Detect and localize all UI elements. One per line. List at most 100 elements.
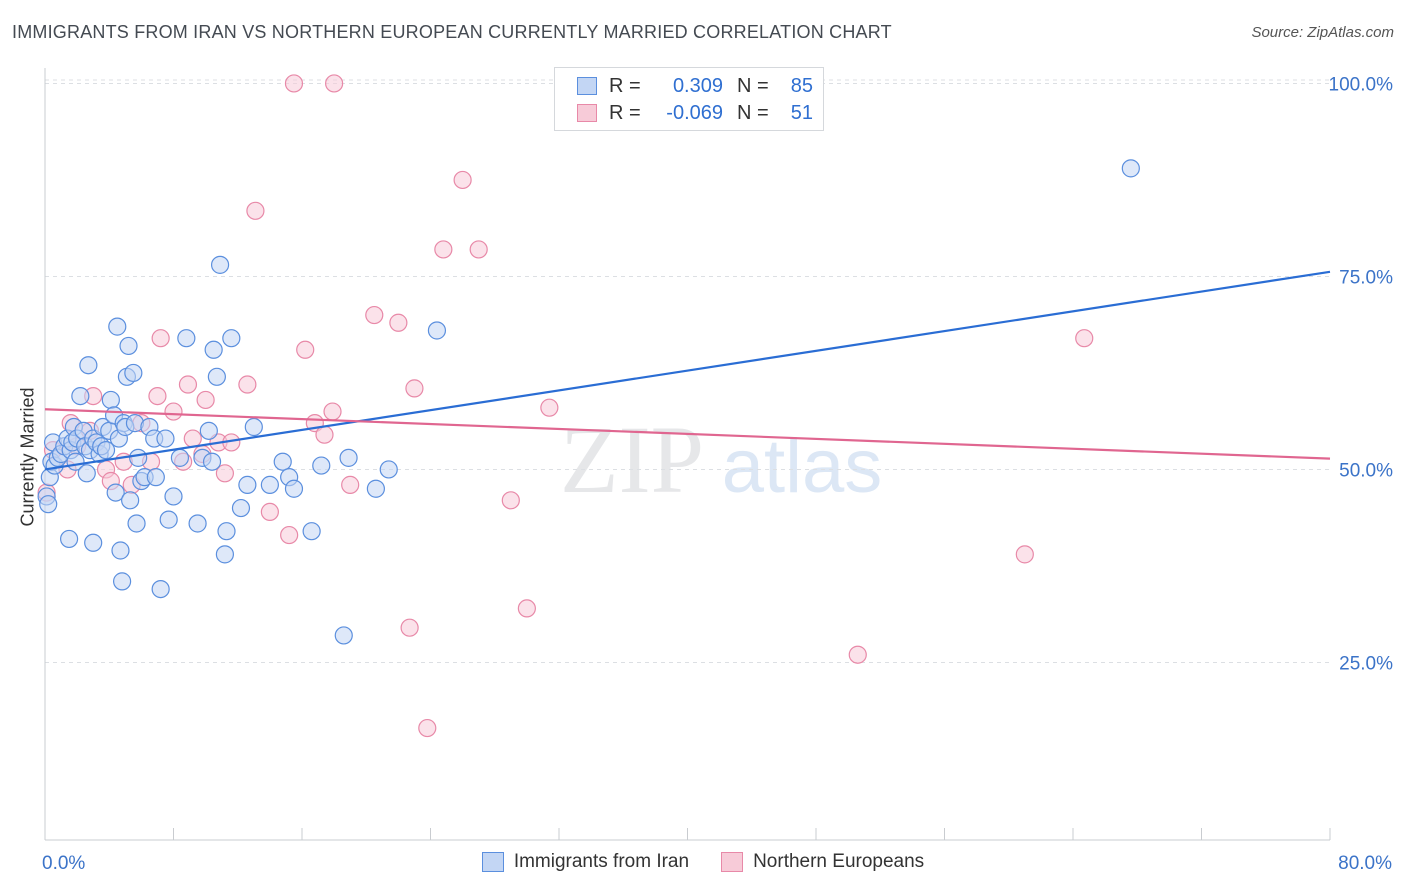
iran-point — [121, 491, 140, 510]
northern-europeans-point — [365, 305, 384, 325]
legend-row-iran: R = 0.309 N = 85 — [577, 73, 813, 99]
legend-r-value: -0.069 — [666, 101, 723, 124]
northern-europeans-point — [1015, 545, 1034, 564]
iran-point — [119, 336, 138, 356]
series-label-northern-europeans: Northern Europeans — [753, 851, 925, 872]
iran-point — [177, 329, 196, 348]
legend-n-label: N = — [737, 74, 769, 97]
series-swatch-iran — [481, 852, 504, 872]
northern-europeans-point — [434, 240, 453, 259]
x-tick-label-max: 80.0% — [1338, 853, 1392, 874]
iran-point — [334, 626, 353, 645]
iran-point — [39, 495, 58, 514]
chart-title: IMMIGRANTS FROM IRAN VS NORTHERN EUROPEA… — [12, 22, 892, 42]
northern-europeans-point — [1075, 329, 1094, 348]
legend-r-label: R = — [609, 74, 641, 97]
y-tick-label: 100.0% — [1329, 74, 1394, 95]
iran-point — [302, 522, 321, 541]
iran-point — [204, 340, 223, 359]
y-axis-label: Currently Married — [17, 387, 38, 527]
iran-point — [59, 529, 79, 549]
iran-point — [79, 356, 98, 375]
iran-point — [222, 329, 241, 348]
series-swatch-northern-europeans — [721, 852, 744, 872]
northern-europeans-point — [148, 387, 167, 406]
northern-europeans-point — [246, 201, 265, 220]
stats-legend: R = 0.309 N = 85 R = -0.069 N = 51 — [554, 67, 824, 131]
legend-r-label: R = — [609, 101, 641, 124]
northern-europeans-point — [400, 618, 419, 637]
northern-europeans-point — [284, 74, 304, 93]
northern-europeans-point — [341, 475, 360, 494]
northern-europeans-point — [848, 645, 867, 664]
iran-point — [84, 533, 103, 552]
iran-point — [124, 363, 143, 383]
source-credit: Source: ZipAtlas.com — [1251, 24, 1394, 41]
series-legend-item-northern-europeans: Northern Europeans — [721, 851, 924, 873]
northern-europeans-point — [469, 240, 488, 259]
iran-point — [108, 317, 127, 336]
northern-europeans-point — [215, 464, 234, 483]
northern-europeans-point — [178, 375, 198, 394]
iran-points — [37, 159, 1140, 645]
northern-europeans-point — [238, 375, 257, 394]
series-legend-item-iran: Immigrants from Iran — [481, 851, 690, 873]
iran-point — [111, 541, 130, 560]
northern-europeans-point — [418, 718, 437, 738]
northern-europeans-point — [260, 502, 279, 521]
y-tick-labels: 25.0% 50.0% 75.0% 100.0% — [1329, 74, 1394, 674]
northern-europeans-point — [296, 340, 315, 359]
iran-point — [366, 479, 385, 498]
iran-point — [112, 572, 132, 591]
northern-europeans-points — [37, 74, 1094, 738]
y-tick-label: 50.0% — [1339, 460, 1393, 481]
legend-row-northern-europeans: R = -0.069 N = 51 — [577, 100, 813, 126]
trend-lines — [44, 270, 1331, 471]
northern-europeans-point — [315, 425, 334, 444]
iran-point — [1121, 159, 1140, 178]
northern-europeans-point — [151, 329, 170, 348]
northern-europeans-point — [389, 313, 408, 332]
iran-point — [156, 429, 175, 448]
iran-point — [71, 387, 90, 406]
legend-n-value: 85 — [790, 74, 813, 97]
northern-europeans-point — [540, 398, 559, 417]
iran-point — [199, 421, 218, 440]
iran-point — [215, 545, 234, 564]
legend-r-value: 0.309 — [672, 74, 723, 97]
northern-europeans-point — [323, 402, 342, 421]
iran-point — [273, 452, 292, 471]
iran-point — [96, 441, 116, 460]
series-legend: Immigrants from Iran Northern Europeans — [0, 851, 1406, 873]
iran-point — [159, 510, 178, 529]
iran-point — [101, 390, 120, 410]
iran-point — [170, 448, 190, 467]
iran-point — [260, 475, 279, 494]
northern-europeans-point — [280, 525, 299, 545]
iran-point — [244, 417, 263, 437]
legend-n-label: N = — [737, 101, 769, 124]
watermark: ZIP atlas — [560, 406, 882, 513]
iran-point — [129, 448, 148, 467]
iran-point — [427, 321, 447, 340]
iran-point — [238, 475, 257, 494]
iran-point — [379, 460, 398, 479]
iran-point — [231, 498, 251, 518]
y-tick-label: 25.0% — [1339, 653, 1393, 674]
iran-point — [127, 514, 146, 533]
iran-point — [284, 479, 304, 498]
iran-point — [77, 464, 96, 483]
y-tick-label: 75.0% — [1339, 267, 1393, 288]
iran-point — [164, 487, 183, 506]
iran-point — [106, 483, 125, 502]
northern-europeans-point — [325, 74, 344, 93]
iran-point — [210, 255, 230, 274]
northern-europeans-point — [453, 170, 472, 190]
iran-point — [146, 468, 165, 487]
legend-n-value: 51 — [790, 101, 813, 124]
iran-point — [312, 456, 331, 475]
iran-point — [188, 514, 207, 533]
series-label-iran: Immigrants from Iran — [513, 851, 690, 872]
iran-trend-line — [44, 270, 1331, 471]
